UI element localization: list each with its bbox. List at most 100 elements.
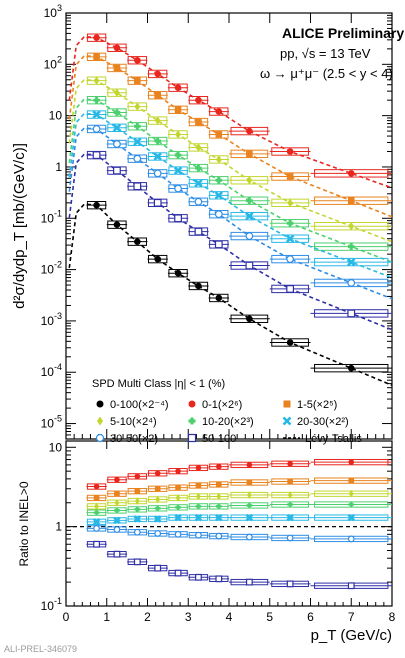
spectra-data-point: [93, 34, 100, 42]
ratio-data-point: [245, 533, 253, 541]
spectra-data-point: [214, 191, 224, 200]
spectra-data-point: [286, 148, 294, 155]
ratio-data-point: [94, 502, 99, 511]
ratio-series-2: [86, 489, 392, 511]
ratio-data-point: [247, 491, 252, 499]
spectra-series-7: [68, 150, 393, 331]
ratio-data-point: [154, 564, 162, 572]
spectra-data-point: [347, 279, 356, 287]
legend-label: 30-50(×2): [110, 433, 158, 445]
ratio-series-3: [86, 501, 392, 516]
spectra-data-point: [215, 108, 223, 115]
spectra-data-point: [154, 137, 161, 145]
spectra-data-point: [134, 238, 141, 245]
ratio-data-point: [348, 501, 355, 508]
ratio-data-point: [245, 578, 253, 586]
spectra-data-point: [347, 364, 355, 372]
spectra-data-point: [113, 221, 121, 228]
chart-subtitle-line-2: ω → μ⁺μ⁻ (2.5 < y < 4): [260, 66, 393, 81]
ratio-data-point: [133, 528, 141, 536]
spectra-data-point: [245, 261, 254, 270]
ratio-data-point: [134, 506, 141, 513]
chart-title: ALICE Preliminary: [282, 25, 404, 41]
spectra-data-point: [93, 76, 100, 85]
spectra-y-tick-label: 10-4: [41, 362, 62, 379]
ratio-data-point: [92, 518, 101, 526]
spectra-fit-curve-0: [68, 203, 393, 387]
spectra-data-point: [348, 221, 355, 231]
spectra-series: [68, 33, 393, 387]
spectra-data-point: [215, 131, 223, 138]
ratio-data-point: [114, 476, 120, 483]
spectra-data-point: [347, 257, 356, 267]
ratio-data-point: [287, 460, 293, 467]
spectra-y-tick-label: 1: [55, 160, 62, 174]
spectra-data-point: [286, 285, 295, 293]
spectra-y-tick-exponent: -3: [54, 311, 62, 321]
ratio-data-point: [286, 580, 294, 588]
ratio-data-point: [195, 531, 202, 539]
spectra-data-point: [245, 232, 254, 240]
ratio-data-point: [135, 497, 140, 505]
legend: SPD Multi Class |η| < 1 (%) 0-100(×2⁻⁴) 0…: [92, 378, 362, 445]
ratio-data-point: [114, 490, 120, 497]
ratio-data-point: [348, 477, 355, 484]
ratio-data-point: [348, 459, 355, 465]
legend-fit-label: Lévy-Tsallis: [305, 433, 362, 445]
legend-label: 5-10(×2⁴): [110, 416, 157, 428]
spectra-data-point: [194, 179, 203, 188]
ratio-data-point: [134, 488, 141, 494]
ratio-data-point: [114, 507, 120, 514]
legend-item-5: 20-30(×2²): [282, 416, 349, 428]
spectra-series-2: [68, 52, 393, 218]
ratio-data-point: [134, 473, 141, 480]
ratio-data-point: [348, 489, 354, 498]
spectra-data-point: [195, 143, 202, 152]
spectra-data-point: [133, 137, 142, 146]
ratio-series-1: [86, 477, 392, 502]
legend-item-2: 1-5(×2⁵): [283, 399, 337, 411]
legend-label: 20-30(×2²): [297, 416, 349, 428]
spectra-data-point: [214, 210, 223, 219]
spectra-series-4: [68, 96, 393, 263]
spectra-y-axis-label: d²σ/dydp_T [mb/(GeV/c)]: [11, 143, 28, 309]
spectra-data-point: [285, 234, 295, 243]
chart-subtitle-line-1: pp, √s = 13 TeV: [280, 46, 371, 61]
ratio-data-point: [174, 530, 182, 538]
spectra-data-point: [173, 166, 183, 175]
spectra-y-tick-label: 10-5: [41, 414, 62, 431]
ratio-data-point: [133, 515, 142, 523]
x-tick-label: 1: [103, 610, 110, 624]
legend-title: SPD Multi Class |η| < 1 (%): [92, 378, 225, 390]
ratio-data-point: [113, 550, 121, 558]
ratio-y-tick-label: 10: [49, 440, 63, 454]
ratio-data-point: [154, 530, 162, 537]
spectra-data-point: [133, 154, 142, 163]
ratio-data-point: [347, 513, 355, 522]
ratio-series-5: [86, 525, 392, 543]
spectra-data-point: [174, 269, 182, 277]
spectra-data-point: [286, 339, 294, 346]
spectra-data-point: [92, 125, 101, 133]
ratio-data-point: [216, 492, 222, 501]
ratio-data-point: [215, 532, 223, 540]
spectra-data-point: [215, 176, 223, 184]
spectra-data-point: [134, 56, 141, 64]
x-axis: 0 1 2 3 4 5 6 7 8: [63, 13, 396, 624]
spectra-data-point: [174, 214, 182, 223]
spectra-series-5: [68, 110, 393, 279]
ratio-data-point: [154, 505, 161, 512]
spectra-data-point: [246, 175, 253, 185]
ratio-data-point: [175, 484, 181, 491]
spectra-data-point: [287, 198, 293, 208]
ratio-data-point: [195, 573, 202, 581]
spectra-data-point: [286, 219, 294, 227]
spectra-series-6: [68, 124, 393, 300]
ratio-data-point: [175, 468, 181, 474]
ratio-series: [66, 458, 392, 590]
legend-marker: [97, 416, 103, 426]
spectra-data-point: [347, 309, 356, 318]
spectra-data-point: [347, 170, 355, 177]
ratio-data-point: [174, 569, 182, 577]
